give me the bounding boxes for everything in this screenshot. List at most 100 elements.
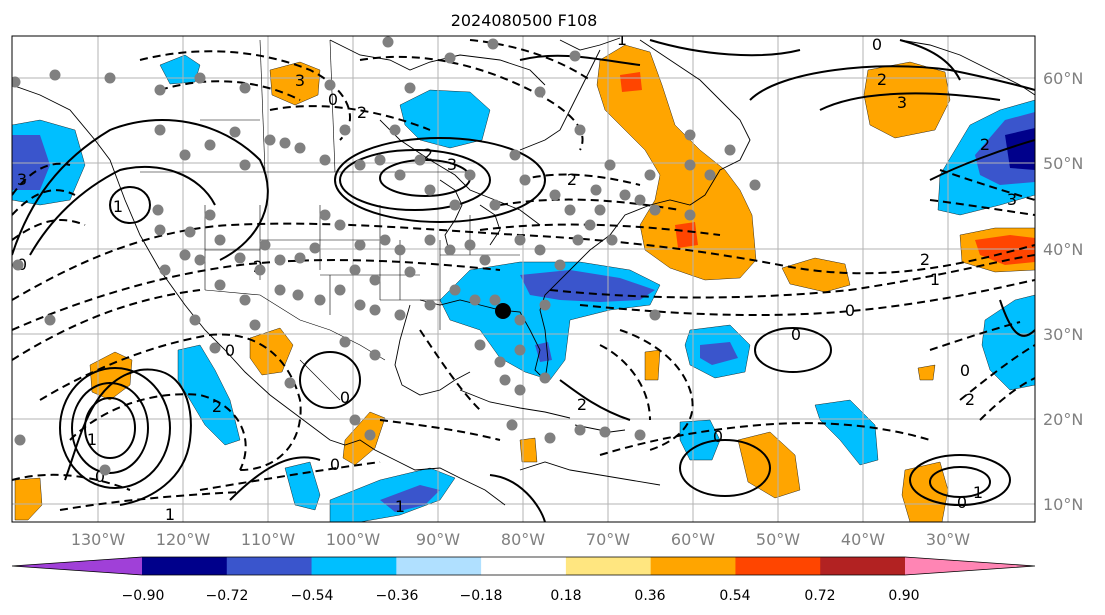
station-dot	[604, 159, 616, 171]
contour-label: 2	[577, 395, 587, 414]
colorbar-segment	[226, 557, 313, 575]
station-dot	[494, 356, 506, 368]
station-dot	[214, 279, 226, 291]
contours-solid	[12, 39, 1035, 522]
station-dot	[339, 336, 351, 348]
latitude-label: 60°N	[1043, 69, 1083, 88]
contour-label: 2	[567, 170, 577, 189]
station-dot	[599, 426, 611, 438]
contour-label: 1	[930, 270, 940, 289]
station-dot	[514, 384, 526, 396]
station-dot	[259, 239, 271, 251]
contour-label: 0	[713, 427, 723, 446]
station-dot	[284, 377, 296, 389]
station-dot	[479, 254, 491, 266]
station-dot	[364, 429, 376, 441]
station-dot	[314, 294, 326, 306]
station-dot	[354, 239, 366, 251]
colorbar-segment	[481, 557, 567, 575]
station-dot	[499, 374, 511, 386]
station-dot	[574, 424, 586, 436]
station-dot	[449, 284, 461, 296]
colorbar-segment	[565, 557, 652, 575]
colorbar-tick-label: −0.36	[376, 588, 419, 604]
station-dot	[374, 154, 386, 166]
station-dot	[309, 242, 321, 254]
station-dot	[319, 209, 331, 221]
station-dot	[154, 84, 166, 96]
station-dot	[634, 194, 646, 206]
station-dot	[99, 464, 111, 476]
negative-shading	[12, 54, 1035, 522]
colorbar-segment	[650, 557, 736, 575]
station-dot	[369, 349, 381, 361]
colorbar-segment	[142, 557, 228, 575]
station-dot	[319, 154, 331, 166]
station-dot	[214, 234, 226, 246]
map-title: 2024080500 F108	[451, 11, 598, 30]
station-dot	[554, 259, 566, 271]
station-dot	[619, 189, 631, 201]
station-dot	[464, 169, 476, 181]
colorbar-tick-label: −0.18	[460, 588, 503, 604]
station-dot	[12, 259, 24, 271]
station-dot	[424, 184, 436, 196]
station-dot	[292, 289, 304, 301]
contour-label: 1	[113, 197, 123, 216]
station-dot	[152, 204, 164, 216]
colorbar-tick-label: −0.90	[122, 588, 165, 604]
station-dot	[264, 134, 276, 146]
station-dots	[12, 36, 761, 476]
station-dot	[464, 239, 476, 251]
longitude-labels: 130°W 120°W 110°W 100°W 90°W 80°W 70°W 6…	[71, 530, 970, 549]
storm-center-marker	[495, 303, 511, 319]
station-dot	[159, 264, 171, 276]
station-dot	[606, 234, 618, 246]
contour-label: 3	[897, 93, 907, 112]
station-dot	[474, 339, 486, 351]
station-dot	[369, 304, 381, 316]
latitude-label: 40°N	[1043, 240, 1083, 259]
contour-label: 1	[617, 30, 627, 49]
longitude-label: 90°W	[416, 530, 460, 549]
station-dot	[634, 429, 646, 441]
station-dot	[684, 129, 696, 141]
station-dot	[229, 126, 241, 138]
station-dot	[534, 86, 546, 98]
station-dot	[514, 314, 526, 326]
latitude-label: 50°N	[1043, 154, 1083, 173]
station-dot	[704, 169, 716, 181]
station-dot	[184, 226, 196, 238]
station-dot	[209, 342, 221, 354]
station-dot	[249, 319, 261, 331]
longitude-label: 110°W	[241, 530, 296, 549]
station-dot	[414, 154, 426, 166]
station-dot	[189, 314, 201, 326]
longitude-label: 130°W	[71, 530, 126, 549]
station-dot	[12, 76, 21, 88]
longitude-label: 80°W	[501, 530, 545, 549]
station-dot	[239, 159, 251, 171]
coastlines	[12, 37, 1035, 506]
station-dot	[539, 299, 551, 311]
colorbar-tick-label: 0.72	[804, 588, 835, 604]
station-dot	[382, 36, 394, 48]
colorbar-tick-labels: −0.90 −0.72 −0.54 −0.36 −0.18 0.18 0.36 …	[122, 588, 920, 604]
station-dot	[274, 284, 286, 296]
station-dot	[649, 204, 661, 216]
colorbar-segment	[311, 557, 397, 575]
contour-label: 0	[95, 467, 105, 486]
station-dot	[274, 254, 286, 266]
lat-lon-grid	[12, 36, 1035, 522]
station-dot	[394, 169, 406, 181]
station-dot	[194, 72, 206, 84]
station-dot	[379, 234, 391, 246]
station-dot	[104, 72, 116, 84]
longitude-label: 60°W	[671, 530, 715, 549]
contour-label: 2	[423, 145, 433, 164]
colorbar-tick-label: 0.18	[550, 588, 581, 604]
station-dot	[194, 254, 206, 266]
station-dot	[590, 184, 602, 196]
station-dot	[14, 434, 26, 446]
station-dot	[394, 244, 406, 256]
